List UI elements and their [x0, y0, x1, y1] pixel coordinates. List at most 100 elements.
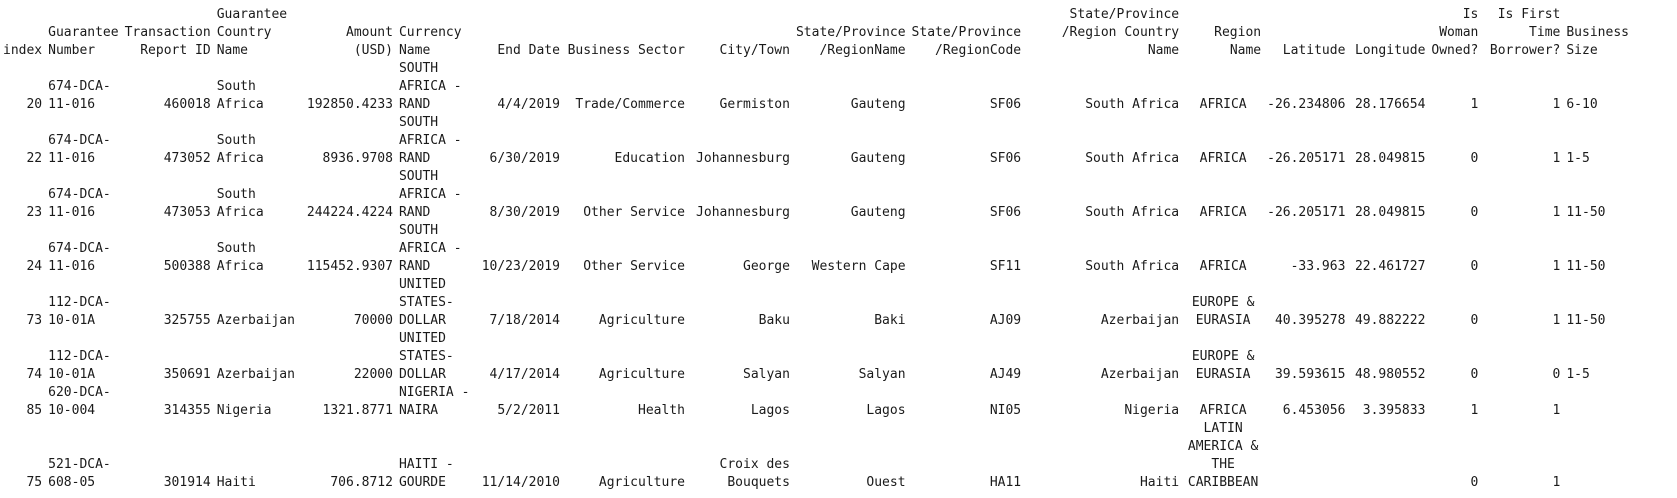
cell-business-sector: Agriculture [598, 313, 685, 328]
cell-currency-name: SOUTH AFRICA - RAND [398, 223, 462, 274]
table-row: 23 674-DCA-11-016 473053 South Africa 244224… [0, 168, 1638, 222]
table-row: 75 521-DCA-608-05 301914 Haiti 706.8712 HAITI… [0, 420, 1638, 492]
cell-is-first-time-borrower: 1 [1552, 259, 1561, 274]
cell-transaction-report-id: 500388 [163, 259, 211, 274]
cell-region-name: AFRICA [1199, 259, 1247, 274]
cell-end-date: 8/30/2019 [489, 205, 560, 220]
column-header-state-region-country: State/Province /Region Country Name [1061, 7, 1180, 58]
cell-guarantee-country-name: South Africa [216, 133, 264, 166]
cell-state-region-country: South Africa [1085, 97, 1180, 112]
cell-longitude: 28.176654 [1354, 97, 1426, 112]
cell-city-town: Johannesburg [696, 205, 790, 220]
cell-state-region-country: Azerbaijan [1100, 313, 1180, 328]
cell-state-region-name: Salyan [858, 367, 906, 382]
table-row: 24 674-DCA-11-016 500388 South Africa 115452… [0, 222, 1638, 276]
header-row: index Guarantee Number Transaction Report … [0, 6, 1638, 60]
cell-end-date: 11/14/2010 [481, 475, 560, 490]
cell-city-town: Salyan [743, 367, 790, 382]
cell-is-woman-owned: 0 [1470, 475, 1479, 490]
cell-longitude: 49.882222 [1354, 313, 1426, 328]
cell-guarantee-number: 674-DCA-11-016 [48, 79, 111, 112]
cell-city-town: Germiston [719, 97, 790, 112]
cell-city-town: Lagos [750, 403, 790, 418]
table-body: 20 674-DCA-11-016 460018 South Africa 192850… [0, 60, 1638, 492]
cell-is-first-time-borrower: 1 [1552, 97, 1561, 112]
cell-city-town: George [743, 259, 790, 274]
column-header-business-size: Business Size [1566, 25, 1629, 58]
table-row: 20 674-DCA-11-016 460018 South Africa 192850… [0, 60, 1638, 114]
cell-region-name: AFRICA [1199, 205, 1247, 220]
cell-state-region-name: Western Cape [811, 259, 906, 274]
cell-latitude: -26.205171 [1267, 151, 1346, 166]
column-header-city-town: City/Town [719, 43, 790, 58]
cell-business-sector: Health [638, 403, 685, 418]
cell-state-region-country: South Africa [1085, 205, 1180, 220]
cell-is-first-time-borrower: 1 [1552, 403, 1561, 418]
cell-business-sector: Agriculture [598, 475, 685, 490]
cell-business-size: 11-50 [1566, 205, 1606, 220]
cell-transaction-report-id: 460018 [163, 97, 211, 112]
cell-business-size: 11-50 [1566, 313, 1606, 328]
cell-amount-usd: 706.8712 [330, 475, 393, 490]
cell-region-name: EUROPE & EURASIA [1191, 349, 1255, 382]
cell-is-woman-owned: 0 [1470, 205, 1479, 220]
cell-end-date: 4/4/2019 [497, 97, 560, 112]
column-header-state-region-code: State/Province /RegionCode [911, 25, 1022, 58]
cell-guarantee-number: 620-DCA-10-004 [48, 385, 111, 418]
table-row: 74 112-DCA-10-01A 350691 Azerbaijan 22000 UNI… [0, 330, 1638, 384]
cell-latitude [1264, 420, 1348, 492]
cell-is-woman-owned: 0 [1470, 259, 1479, 274]
cell-amount-usd: 70000 [353, 313, 393, 328]
cell-currency-name: SOUTH AFRICA - RAND [398, 115, 462, 166]
cell-end-date: 7/18/2014 [489, 313, 560, 328]
cell-transaction-report-id: 314355 [163, 403, 211, 418]
cell-region-name: LATIN AMERICA & THE CARIBBEAN [1187, 421, 1259, 490]
cell-state-region-name: Lagos [866, 403, 906, 418]
table-row: 85 620-DCA-10-004 314355 Nigeria 1321.8771 NI… [0, 384, 1638, 420]
cell-guarantee-number: 674-DCA-11-016 [48, 187, 111, 220]
cell-state-region-name: Ouest [866, 475, 906, 490]
cell-is-first-time-borrower: 1 [1552, 313, 1561, 328]
cell-business-size [1563, 420, 1638, 492]
cell-guarantee-number: 521-DCA-608-05 [48, 457, 111, 490]
cell-business-sector: Other Service [583, 205, 685, 220]
cell-is-woman-owned: 1 [1470, 97, 1479, 112]
cell-latitude: 40.395278 [1274, 313, 1346, 328]
cell-guarantee-country-name: Nigeria [216, 403, 272, 418]
cell-latitude: 39.593615 [1274, 367, 1346, 382]
cell-is-first-time-borrower: 0 [1552, 367, 1561, 382]
cell-transaction-report-id: 350691 [163, 367, 211, 382]
cell-guarantee-number: 674-DCA-11-016 [48, 133, 111, 166]
cell-region-name: EUROPE & EURASIA [1191, 295, 1255, 328]
cell-guarantee-number: 112-DCA-10-01A [48, 295, 111, 328]
cell-business-sector: Agriculture [598, 367, 685, 382]
column-header-region-name: Region Name [1214, 25, 1262, 58]
cell-state-region-name: Gauteng [850, 151, 906, 166]
cell-currency-name: HAITI - GOURDE [398, 457, 454, 490]
cell-state-region-code: AJ09 [989, 313, 1022, 328]
cell-transaction-report-id: 473053 [163, 205, 211, 220]
cell-index: 24 [26, 259, 43, 274]
cell-guarantee-country-name: South Africa [216, 187, 264, 220]
column-header-is-first-time-borrower: Is First Time Borrower? [1489, 7, 1561, 58]
cell-guarantee-country-name: Haiti [216, 475, 256, 490]
cell-state-region-code: AJ49 [989, 367, 1022, 382]
cell-state-region-code: SF06 [989, 205, 1022, 220]
cell-is-woman-owned: 0 [1470, 151, 1479, 166]
cell-state-region-code: HA11 [989, 475, 1022, 490]
cell-state-region-name: Baki [874, 313, 906, 328]
cell-amount-usd: 1321.8771 [322, 403, 393, 418]
cell-amount-usd: 244224.4224 [306, 205, 393, 220]
cell-city-town: Johannesburg [696, 151, 790, 166]
cell-is-first-time-borrower: 1 [1552, 205, 1561, 220]
cell-is-woman-owned: 0 [1470, 313, 1479, 328]
cell-guarantee-country-name: South Africa [216, 79, 264, 112]
column-header-latitude: Latitude [1282, 43, 1346, 58]
column-header-guarantee-number: Guarantee Number [48, 25, 119, 58]
cell-business-size: 1-5 [1566, 151, 1590, 166]
cell-latitude: -26.234806 [1267, 97, 1346, 112]
cell-guarantee-number: 674-DCA-11-016 [48, 241, 111, 274]
column-header-currency-name: Currency Name [398, 25, 462, 58]
table-header: index Guarantee Number Transaction Report … [0, 6, 1638, 60]
